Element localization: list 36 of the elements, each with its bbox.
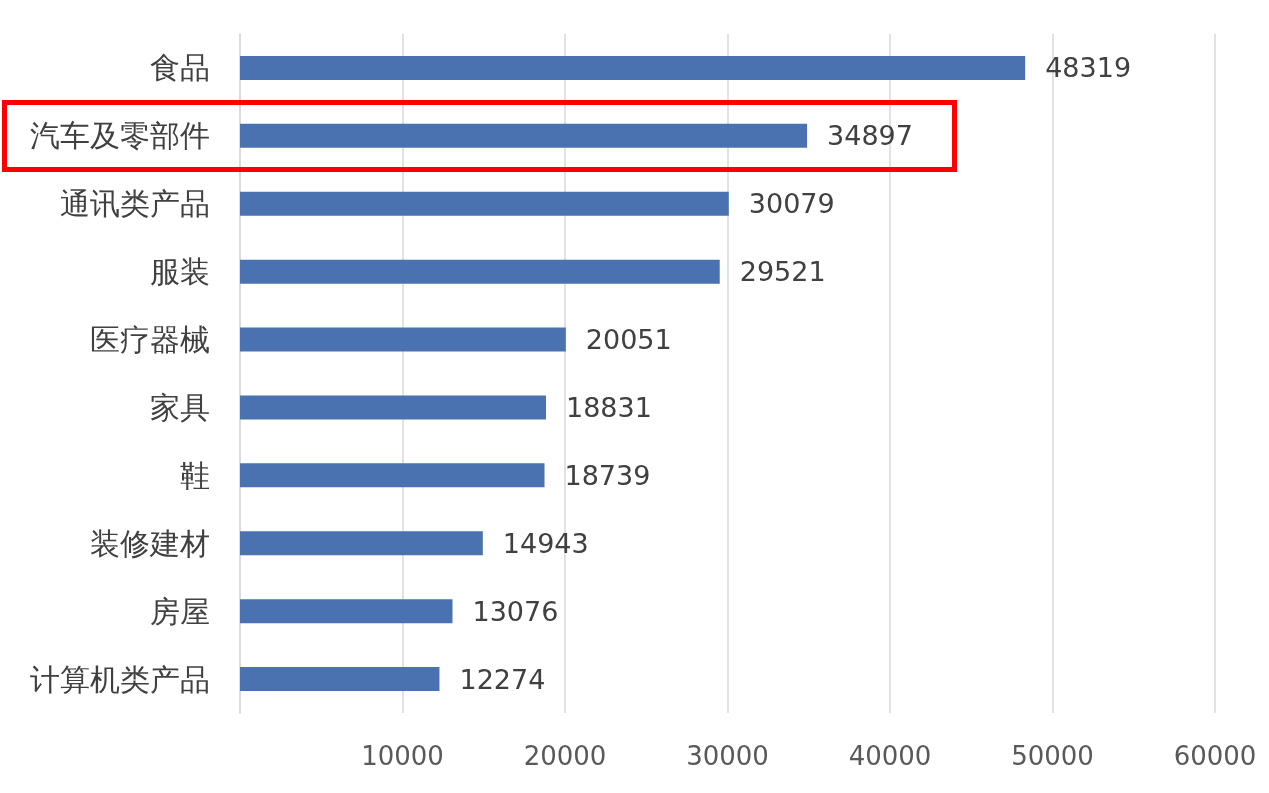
data-label: 29521 [739,256,826,288]
bar [240,123,808,148]
x-tick-label: 50000 [1011,741,1094,771]
y-tick-label: 服装 [150,254,210,290]
bar [240,395,546,420]
y-tick-label: 汽车及零部件 [30,118,210,154]
bar [240,191,729,216]
bar [240,259,720,284]
data-label: 48319 [1045,52,1132,84]
y-tick-label: 通讯类产品 [60,186,210,222]
bar [240,55,1026,80]
y-tick-label: 医疗器械 [90,322,210,358]
y-tick-label: 房屋 [150,593,210,629]
data-label: 13076 [472,595,559,627]
y-tick-label: 食品 [150,50,210,86]
data-label: 18831 [566,391,652,423]
bar [240,599,453,624]
data-label: 18739 [564,459,651,491]
y-tick-label: 装修建材 [90,525,210,561]
y-tick-label: 鞋 [180,457,210,493]
x-tick-label: 10000 [361,741,444,771]
x-tick-label: 40000 [848,741,932,771]
data-label: 34897 [827,120,913,152]
bar [240,327,566,352]
data-label: 20051 [585,324,672,356]
x-tick-label: 60000 [1173,741,1257,771]
data-label: 14943 [502,527,589,559]
bar [240,531,483,556]
x-tick-label: 20000 [523,741,607,771]
y-tick-label: 家具 [150,389,210,425]
bar [240,463,545,488]
data-label: 12274 [459,663,546,695]
y-tick-label: 计算机类产品 [30,661,210,697]
x-tick-label: 30000 [686,741,769,771]
data-label: 30079 [748,188,835,220]
bar [240,667,440,692]
